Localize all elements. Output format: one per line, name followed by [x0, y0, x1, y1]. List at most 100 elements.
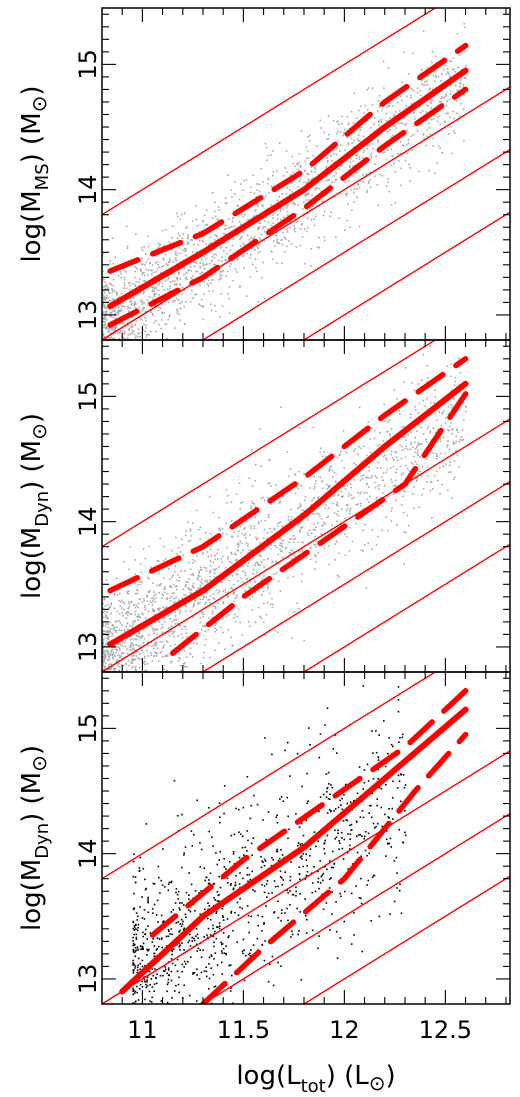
scatter-point: [118, 647, 121, 650]
scatter-point: [426, 135, 428, 138]
scatter-point: [221, 943, 224, 945]
scatter-point: [233, 617, 235, 619]
scatter-point: [275, 546, 278, 549]
scatter-point: [301, 550, 304, 552]
scatter-point: [236, 543, 239, 546]
scatter-point: [219, 850, 222, 853]
scatter-point: [108, 341, 110, 343]
scatter-point: [168, 974, 170, 976]
scatter-point: [353, 497, 356, 499]
scatter-point: [256, 245, 258, 248]
scatter-point: [261, 204, 264, 206]
scatter-point: [178, 945, 181, 948]
scatter-point: [161, 285, 164, 288]
scatter-point: [146, 953, 148, 956]
scatter-point: [220, 943, 223, 946]
scatter-point: [242, 877, 244, 880]
scatter-point: [139, 578, 141, 581]
scatter-point: [441, 96, 443, 98]
scatter-point: [207, 599, 210, 601]
scatter-point: [112, 656, 114, 659]
scatter-point: [362, 550, 364, 552]
scatter-point: [292, 575, 295, 578]
scatter-point: [439, 493, 441, 495]
scatter-point: [274, 885, 277, 888]
scatter-point: [289, 775, 291, 777]
scatter-point: [105, 360, 107, 362]
scatter-point: [397, 122, 400, 125]
scatter-point: [114, 645, 116, 647]
scatter-point: [133, 929, 136, 931]
scatter-point: [189, 589, 191, 591]
scatter-point: [271, 597, 273, 600]
scatter-point: [104, 372, 106, 374]
scatter-point: [113, 607, 116, 610]
scatter-point: [262, 226, 265, 228]
scatter-point: [211, 259, 214, 262]
scatter-point: [147, 302, 150, 304]
scatter-point: [187, 586, 189, 589]
scatter-point: [425, 111, 427, 113]
scatter-point: [299, 878, 301, 880]
scatter-point: [401, 445, 404, 448]
scatter-point: [144, 317, 146, 319]
y-label-unit: ) (M: [17, 440, 47, 491]
scatter-point: [357, 140, 360, 142]
scatter-point: [214, 234, 216, 237]
scatter-point: [129, 333, 132, 335]
scatter-point: [370, 152, 373, 155]
scatter-point: [109, 373, 111, 375]
scatter-point: [215, 912, 217, 914]
scatter-point: [232, 592, 235, 595]
scatter-point: [180, 1077, 182, 1079]
scatter-point: [338, 168, 340, 170]
y-axis-label: log(MDyn) (M⊙): [17, 413, 53, 599]
scatter-point: [185, 272, 188, 275]
scatter-point: [146, 299, 149, 302]
scatter-point: [192, 251, 194, 254]
scatter-point: [127, 367, 129, 369]
scatter-point: [308, 199, 311, 201]
scatter-point: [142, 307, 144, 309]
scatter-point: [131, 638, 134, 640]
scatter-point: [327, 545, 330, 547]
scatter-point: [134, 573, 136, 575]
median-curve: [107, 380, 469, 648]
scatter-point: [234, 559, 237, 562]
scatter-point: [143, 271, 145, 274]
scatter-point: [344, 554, 347, 557]
scatter-point: [281, 542, 283, 545]
scatter-point: [384, 151, 386, 153]
scatter-point: [161, 312, 164, 315]
scatter-point: [108, 692, 110, 694]
scatter-point: [242, 189, 245, 191]
scatter-point: [220, 293, 223, 295]
scatter-point: [402, 774, 405, 776]
scatter-point: [431, 517, 433, 519]
scatter-point: [353, 92, 356, 95]
scatter-point: [346, 115, 349, 118]
scatter-point: [240, 223, 242, 226]
scatter-point: [104, 630, 106, 632]
scatter-point: [134, 285, 137, 287]
scatter-point: [193, 243, 195, 246]
scatter-point: [319, 447, 322, 449]
scatter-point: [358, 156, 360, 158]
scatter-point: [408, 470, 411, 472]
scatter-point: [437, 76, 440, 78]
scatter-point: [421, 465, 424, 468]
scatter-point: [309, 547, 312, 549]
scatter-point: [183, 854, 185, 856]
scatter-point: [103, 335, 105, 338]
scatter-point: [356, 117, 358, 119]
scatter-point: [193, 937, 195, 940]
scatter-point: [174, 1051, 176, 1053]
scatter-point: [183, 927, 186, 930]
scatter-point: [221, 305, 224, 307]
scatter-point: [169, 627, 172, 629]
scatter-point: [421, 379, 423, 381]
scatter-point: [177, 660, 180, 662]
scatter-point: [237, 546, 239, 548]
scatter-point: [425, 438, 428, 440]
scatter-point: [242, 806, 245, 809]
